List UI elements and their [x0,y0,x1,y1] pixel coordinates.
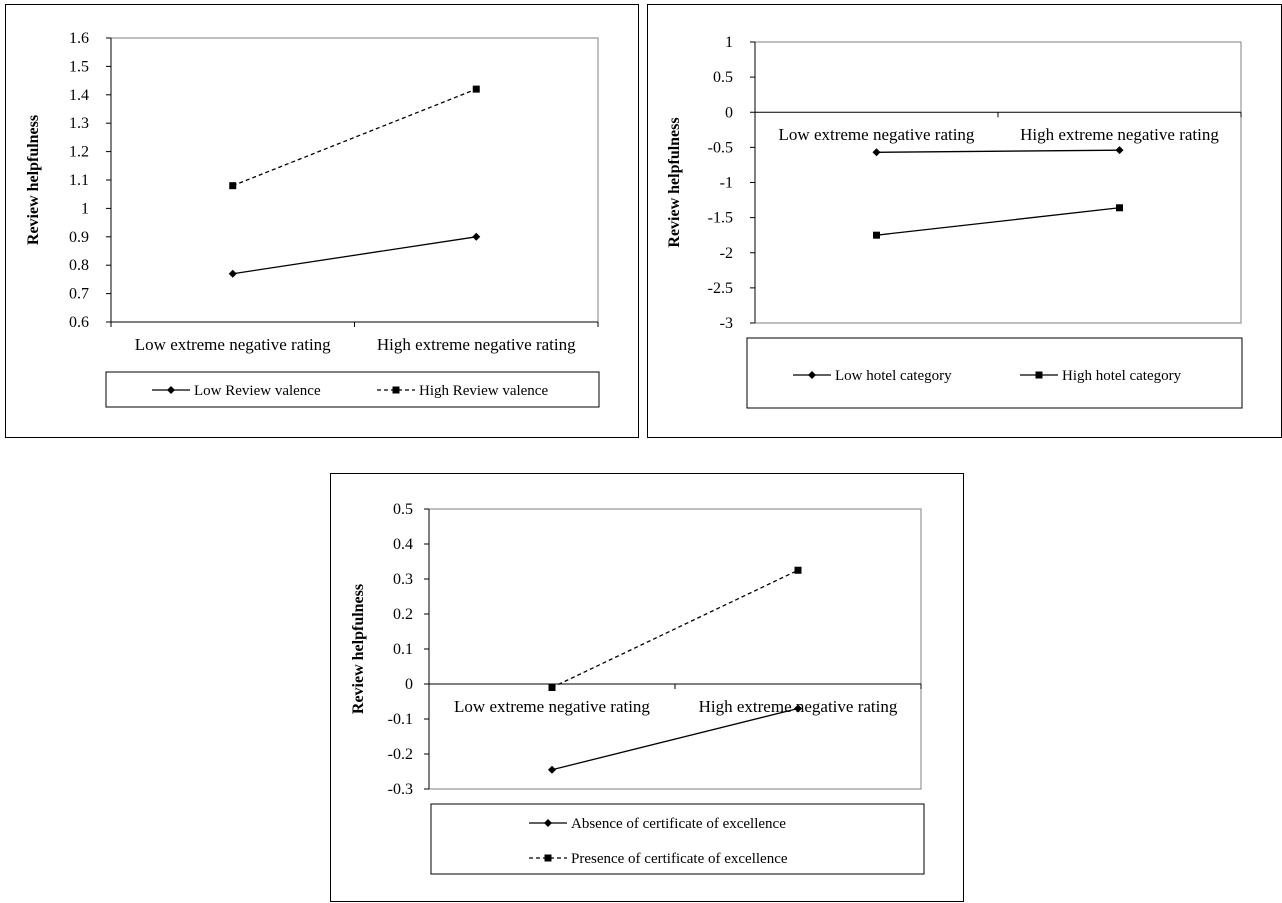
data-point [794,566,802,574]
series-2 [873,204,1123,239]
y-tick-label: 0.5 [393,501,413,518]
legend-marker [1035,371,1043,379]
plot-area [754,41,1242,324]
series-line [232,88,477,187]
legend-label: Low hotel category [835,368,952,384]
y-tick-label: 0.8 [69,257,89,274]
data-point [472,232,481,241]
series-line [876,149,1120,153]
y-tick-label: 0.2 [393,606,413,623]
y-tick-label: -3 [720,315,733,332]
y-tick-label: 0.5 [713,69,733,86]
series-1 [872,146,1124,157]
legend-label: Low Review valence [194,383,321,399]
interaction-chart-review-valence: 0.6 0.7 0.8 0.9 1 1.1 1.2 1.3 1.4 1.5 1.6 Low extre… [5,4,639,438]
y-tick-label: 1.4 [69,87,89,104]
series-2 [548,566,802,691]
x-category-label: Low extreme negative rating [454,697,650,716]
legend-marker [167,386,175,394]
legend-entry: Low Review valence [152,383,321,399]
legend-label: High hotel category [1062,368,1182,384]
data-point [873,231,880,239]
legend-marker [544,854,552,862]
data-point [228,269,237,278]
interaction-chart-hotel-category: -3 -2.5 -2 -1.5 -1 -0.5 0 0.5 1 Low extreme negat… [647,4,1282,438]
x-category-label: Low extreme negative rating [135,335,331,354]
series-line [232,236,477,275]
y-tick-label: -2.5 [708,280,733,297]
legend-marker [392,386,400,394]
data-point [794,704,802,713]
legend-label: Presence of certificate of excellence [571,851,788,867]
legend-box [746,337,1243,409]
y-axis-title: Review helpfulness [666,117,683,247]
chart-1-svg: 0.6 0.7 0.8 0.9 1 1.1 1.2 1.3 1.4 1.5 1.6 Low extre… [25,30,600,408]
y-tick-label: -0.1 [388,711,413,728]
y-tick-label: 1.5 [69,58,89,75]
legend-label: High Review valence [419,383,548,399]
legend-entry: Absence of certificate of excellence [529,816,786,832]
data-point [872,148,881,157]
x-category-label: Low extreme negative rating [779,125,975,144]
plot-area [110,37,599,323]
legend-label: Absence of certificate of excellence [571,816,786,832]
data-point [548,684,556,691]
y-tick-label: 1.2 [69,144,89,161]
y-axis-title: Review helpfulness [350,584,367,714]
y-tick-label: 0.4 [393,536,413,553]
y-tick-label: 0.1 [393,641,413,658]
y-tick-label: 0.9 [69,229,89,246]
data-point [472,85,480,93]
data-point [548,765,556,774]
legend-entry: Low hotel category [793,368,952,384]
y-tick-label: 0.6 [69,314,89,331]
series-1 [228,232,481,278]
interaction-chart-certificate: -0.3 -0.2 -0.1 0 0.1 0.2 0.3 0.4 0.5 Low extreme … [330,473,964,902]
legend-entry: High hotel category [1020,368,1182,384]
legend-entry: High Review valence [377,383,548,399]
chart-2-svg: -3 -2.5 -2 -1.5 -1 -0.5 0 0.5 1 Low extreme negat… [666,34,1243,409]
y-axis-title: Review helpfulness [25,115,42,245]
y-tick-label: -2 [720,245,733,262]
y-tick-label: 0 [405,676,413,693]
y-tick-label: -1.5 [708,210,733,227]
data-point [229,182,237,190]
legend-entry: Presence of certificate of excellence [529,851,788,867]
plot-area [428,508,922,790]
x-category-label: High extreme negative rating [1020,125,1219,144]
y-tick-label: -1 [720,175,733,192]
y-tick-label: -0.3 [388,781,413,798]
y-tick-label: 1.6 [69,30,89,47]
legend-marker [808,371,816,379]
x-category-label: High extreme negative rating [377,335,576,354]
data-point [1116,204,1123,212]
y-tick-label: 1 [725,34,733,51]
y-tick-label: -0.5 [708,139,733,156]
y-tick-label: 1 [81,200,89,217]
legend-box [430,803,925,875]
legend-marker [544,819,552,827]
y-tick-label: 1.1 [69,172,89,189]
series-line [876,207,1120,236]
y-tick-label: -0.2 [388,746,413,763]
data-point [1115,146,1124,155]
y-tick-label: 0.7 [69,286,89,303]
y-tick-label: 0 [725,104,733,121]
series-1 [548,704,802,774]
series-line [551,569,799,689]
chart-3-svg: -0.3 -0.2 -0.1 0 0.1 0.2 0.3 0.4 0.5 Low extreme … [350,501,925,875]
series-2 [229,85,480,190]
series-line [551,707,799,771]
y-tick-label: 1.3 [69,115,89,132]
y-tick-label: 0.3 [393,571,413,588]
